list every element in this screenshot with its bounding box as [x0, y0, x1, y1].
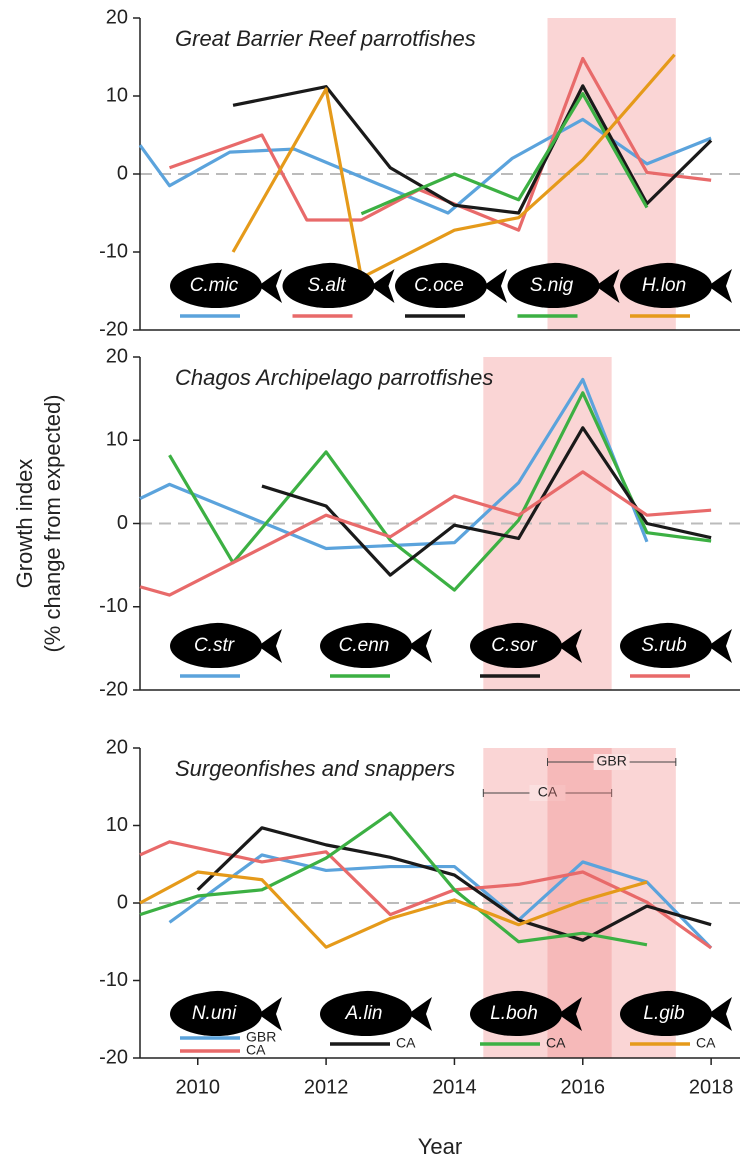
fish-label: C.sor: [491, 635, 537, 656]
legend-label: CA: [396, 1035, 416, 1051]
x-tick-label: 2014: [432, 1076, 477, 1098]
fish-label: S.alt: [307, 275, 346, 296]
y-tick-label: -10: [99, 595, 128, 617]
y-axis-label: Growth index: [12, 459, 37, 589]
y-tick-label: -20: [99, 678, 128, 700]
fish-label: A.lin: [345, 1003, 383, 1024]
y-tick-label: 20: [106, 345, 128, 367]
panel-title: Surgeonfishes and snappers: [175, 756, 455, 781]
figure: 20100-10-20C.micS.altC.oceS.nigH.lonGrea…: [0, 0, 743, 1171]
series-line: [170, 393, 712, 590]
y-tick-label: -20: [99, 1046, 128, 1068]
y-tick-label: 0: [117, 891, 128, 913]
fish-label: C.oce: [414, 275, 464, 296]
fish-label: S.rub: [641, 635, 686, 656]
x-axis-label: Year: [418, 1134, 462, 1159]
legend-label: CA: [546, 1035, 566, 1051]
fish-label: C.mic: [190, 275, 239, 296]
y-tick-label: 0: [117, 512, 128, 534]
y-tick-label: 0: [117, 162, 128, 184]
bracket-label: GBR: [596, 753, 626, 769]
y-tick-label: 10: [106, 84, 128, 106]
y-tick-label: 10: [106, 814, 128, 836]
legend-label: CA: [696, 1035, 716, 1051]
y-axis-label: (% change from expected): [40, 394, 65, 652]
y-tick-label: 10: [106, 429, 128, 451]
x-tick-label: 2018: [689, 1076, 734, 1098]
fish-label: C.enn: [339, 635, 390, 656]
x-tick-label: 2016: [561, 1076, 606, 1098]
y-tick-label: -10: [99, 240, 128, 262]
fish-label: C.str: [194, 635, 235, 656]
fish-label: S.nig: [530, 275, 574, 296]
fish-label: L.boh: [490, 1003, 538, 1024]
fish-label: H.lon: [642, 275, 686, 296]
legend-label: CA: [246, 1042, 266, 1058]
fish-label: L.gib: [643, 1003, 684, 1024]
x-tick-label: 2012: [304, 1076, 349, 1098]
y-tick-label: 20: [106, 6, 128, 28]
y-tick-label: -20: [99, 318, 128, 340]
panel-title: Great Barrier Reef parrotfishes: [175, 26, 476, 51]
y-tick-label: -10: [99, 969, 128, 991]
x-tick-label: 2010: [176, 1076, 221, 1098]
y-tick-label: 20: [106, 736, 128, 758]
fish-label: N.uni: [192, 1003, 237, 1024]
panel-title: Chagos Archipelago parrotfishes: [175, 365, 493, 390]
